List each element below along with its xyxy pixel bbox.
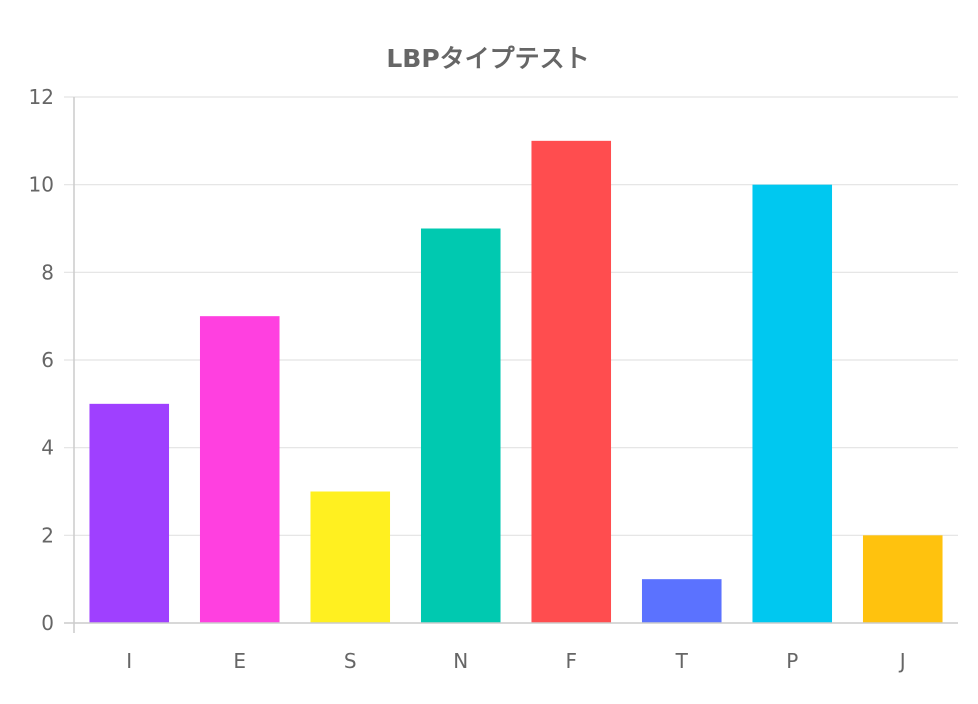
x-tick-label: P bbox=[786, 649, 798, 673]
x-tick-label: T bbox=[675, 649, 689, 673]
bar-p[interactable] bbox=[752, 184, 833, 623]
y-tick-label: 6 bbox=[41, 348, 54, 372]
x-tick-label: S bbox=[344, 649, 357, 673]
bar-f[interactable] bbox=[531, 140, 612, 624]
bar-e[interactable] bbox=[199, 316, 280, 623]
y-tick-label: 12 bbox=[29, 85, 54, 109]
y-tick-label: 0 bbox=[41, 611, 54, 635]
bars bbox=[89, 140, 943, 624]
x-tick-label: N bbox=[453, 649, 468, 673]
x-tick-label: E bbox=[233, 649, 246, 673]
x-tick-label: F bbox=[565, 649, 577, 673]
x-tick-label: I bbox=[126, 649, 132, 673]
bar-t[interactable] bbox=[641, 579, 722, 623]
y-axis-tick-labels: 0 2 4 6 8 10 12 bbox=[29, 85, 54, 635]
y-tick-label: 4 bbox=[41, 436, 54, 460]
y-tick-label: 10 bbox=[29, 173, 54, 197]
x-tick-label: J bbox=[898, 649, 906, 673]
bar-n[interactable] bbox=[420, 228, 501, 624]
y-tick-label: 8 bbox=[41, 260, 54, 284]
chart-title: LBPタイプテスト bbox=[386, 44, 589, 73]
bar-i[interactable] bbox=[89, 403, 170, 623]
y-tick-label: 2 bbox=[41, 523, 54, 547]
bar-j[interactable] bbox=[862, 535, 943, 623]
bar-s[interactable] bbox=[310, 491, 391, 624]
axes bbox=[64, 97, 958, 633]
